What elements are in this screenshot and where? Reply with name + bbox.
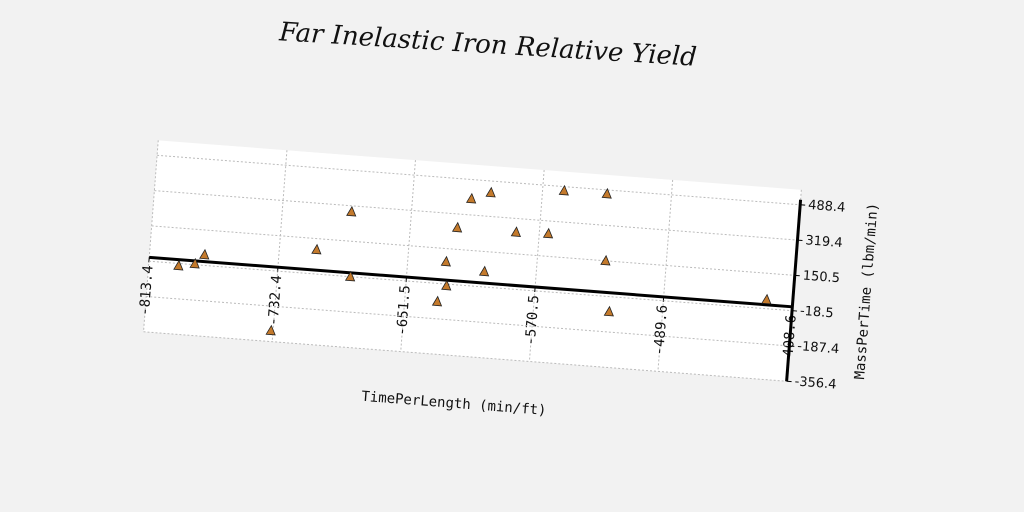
y-tick-label: -18.5 xyxy=(799,304,834,322)
grid-line xyxy=(146,295,790,347)
point xyxy=(173,259,184,271)
point xyxy=(431,295,443,307)
grid-line xyxy=(154,190,798,241)
point xyxy=(485,186,496,198)
grid-line xyxy=(143,331,787,382)
point xyxy=(510,226,521,237)
x-axis-line xyxy=(149,255,793,309)
point xyxy=(346,205,357,217)
point xyxy=(440,255,451,267)
point xyxy=(542,227,554,239)
point xyxy=(603,305,614,317)
point xyxy=(199,248,210,260)
x-tick-label: -651.5 xyxy=(394,284,414,336)
grid-line xyxy=(143,140,159,332)
y-tick-label: -187.4 xyxy=(797,339,840,357)
x-tick-label: -570.5 xyxy=(523,294,543,346)
point xyxy=(558,184,569,196)
plot-background xyxy=(143,140,802,382)
x-axis-label: TimePerLength (min/ft) xyxy=(361,389,547,419)
x-tick-label: -813.4 xyxy=(137,265,157,317)
grid-line xyxy=(657,179,674,372)
plot-area: TimePerLength (min/ft) MassPerTime (lbm/… xyxy=(137,140,882,419)
point xyxy=(265,324,276,336)
grid-line xyxy=(528,170,545,362)
point xyxy=(478,265,490,277)
point xyxy=(465,192,477,204)
y-tick-label: 319.4 xyxy=(805,233,843,251)
y-tick-label: 150.5 xyxy=(802,269,840,287)
y-tick-label: 488.4 xyxy=(808,198,846,216)
x-tick-label: -489.6 xyxy=(651,304,671,356)
x-tick-label: -732.4 xyxy=(265,275,285,327)
point xyxy=(189,257,200,269)
y-axis-label: MassPerTime (lbm/min) xyxy=(852,202,882,380)
chart-title: Far Inelastic Iron Relative Yield xyxy=(277,17,697,73)
point xyxy=(441,279,452,291)
y-tick-label: -356.4 xyxy=(794,374,837,392)
grid-line xyxy=(400,160,416,352)
point xyxy=(601,187,612,199)
grid-line xyxy=(148,260,793,312)
point xyxy=(344,270,356,282)
grid-line xyxy=(271,150,288,342)
y-axis-line xyxy=(785,199,803,382)
point xyxy=(600,254,611,266)
point xyxy=(451,221,463,233)
point xyxy=(761,293,772,305)
grid-line xyxy=(157,154,801,206)
point xyxy=(311,243,322,255)
grid-line xyxy=(151,225,795,276)
